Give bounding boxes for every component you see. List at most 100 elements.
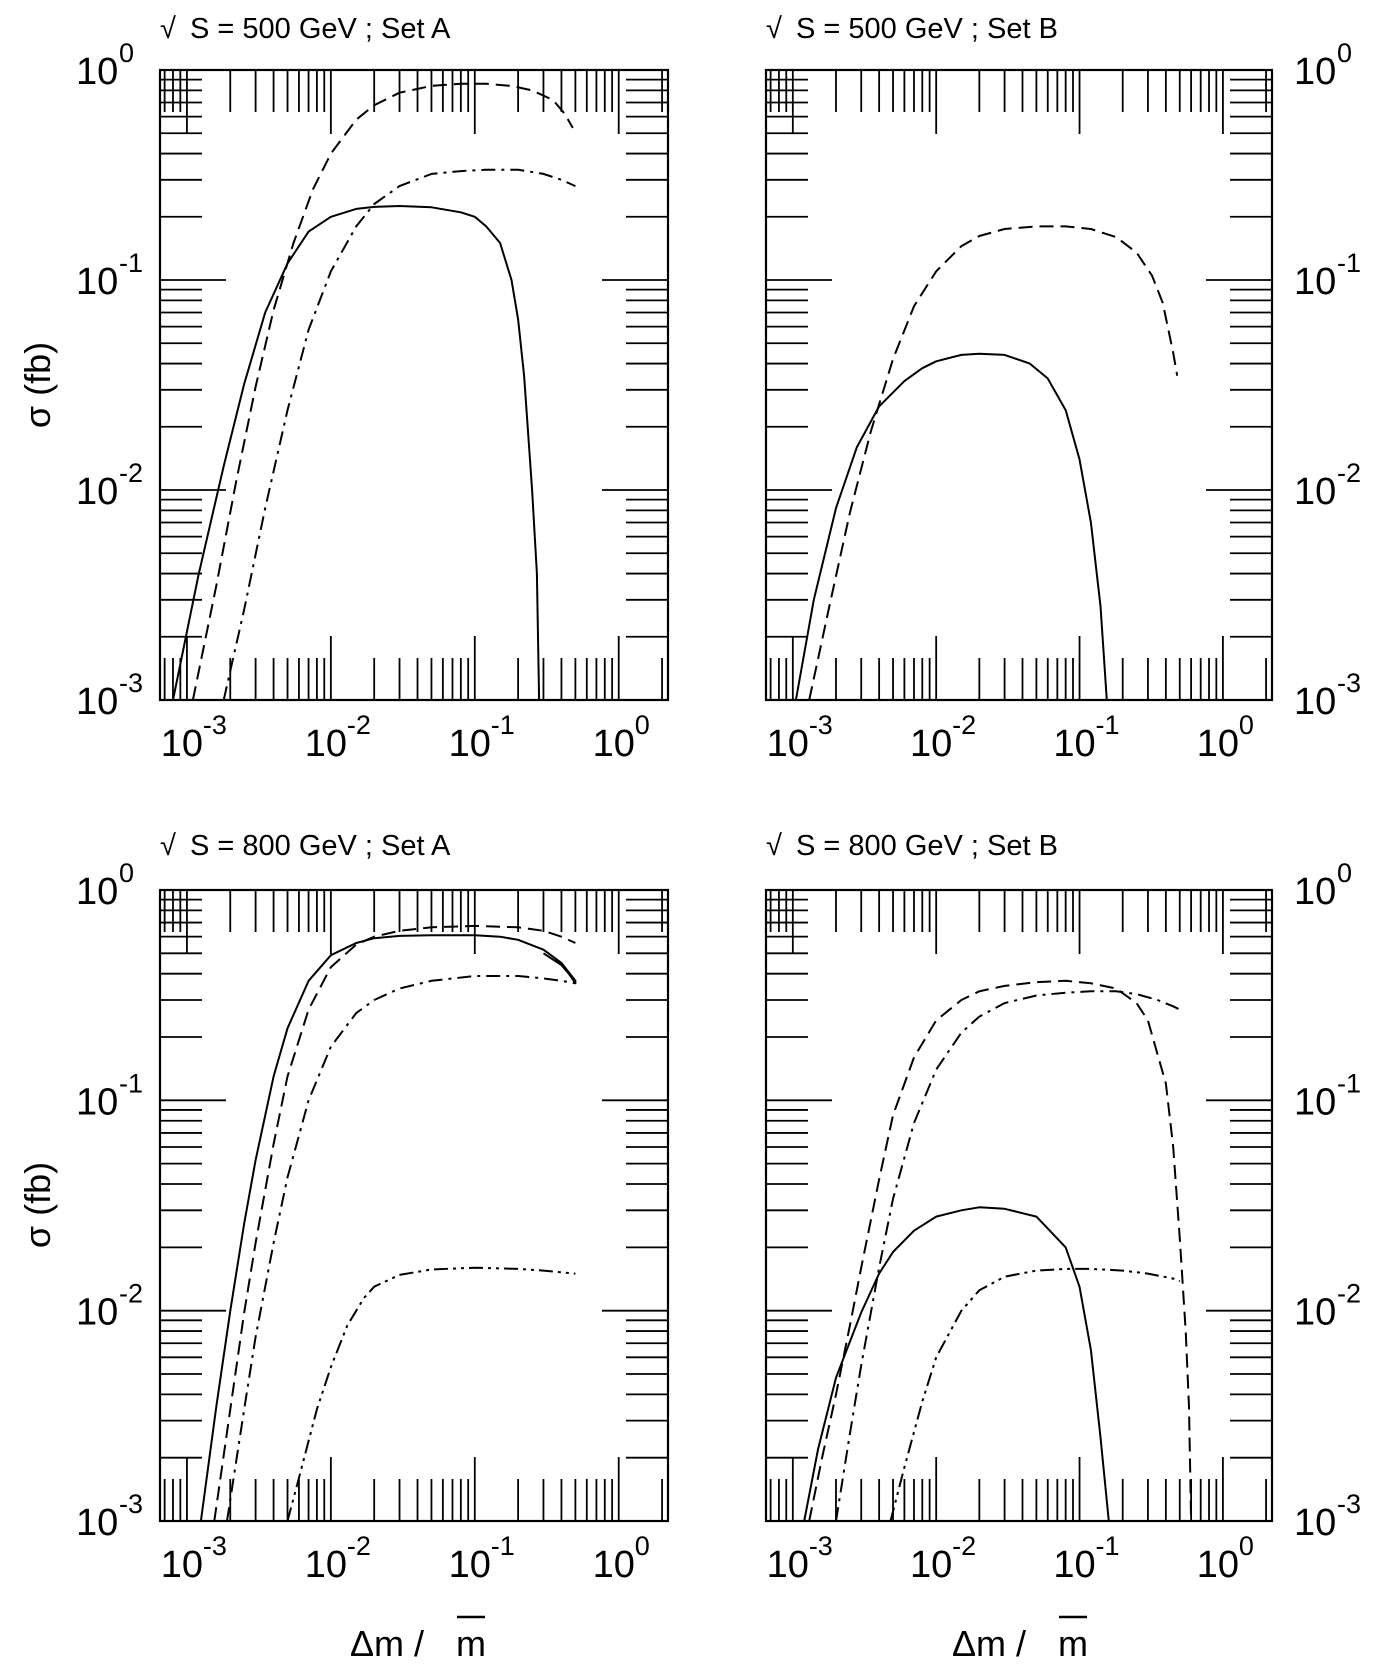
series-line-solid [199,934,577,1522]
x-axis-label-mbar: m [1058,1623,1088,1664]
x-tick-label: 10 [1053,1544,1095,1586]
x-tick-label-exponent: 0 [635,710,650,740]
panel-500gev-set-a: √ S = 500 GeV ; Set A 10 -3 10 -2 10 -1 10 010-… [76,13,670,765]
y-tick-label-exponent: 0 [1337,858,1352,888]
y-tick-label-exponent: -1 [119,248,143,278]
x-tick-label-exponent: -3 [203,710,227,740]
x-tick-label-exponent: -2 [952,710,976,740]
x-tick-label: 10 [161,1544,203,1586]
y-tick-label: 10 [1294,261,1336,303]
y-tick-label: 10 [76,1292,118,1334]
y-tick-label: 10 [1294,871,1336,913]
y-tick-label: 10 [1294,51,1336,93]
y-tick-label: 10 [1294,1081,1336,1123]
y-tick-label: 10 [76,471,118,513]
panel-800gev-set-a: √ S = 800 GeV ; Set A 10 -3 10 -2 10 -1 10 010-… [76,830,670,1586]
x-tick-label-exponent: -2 [952,1531,976,1561]
series-line-dashdotdot [286,1266,576,1522]
plot-area-500gev-set-a: 10 -3 10 -2 10 -1 10 010 -310 -210 -110 0 [76,38,670,765]
x-tick-label-exponent: -3 [203,1531,227,1561]
x-tick-label: 10 [767,723,809,765]
panel-title: S = 500 GeV ; Set B [796,13,1058,45]
x-tick-label: 10 [1197,723,1239,765]
x-tick-label: 10 [593,1544,635,1586]
x-tick-label-exponent: 0 [1239,1531,1254,1561]
x-tick-label: 10 [1197,1544,1239,1586]
x-tick-label-exponent: -1 [1096,1531,1120,1561]
x-tick-label: 10 [305,1544,347,1586]
y-tick-label: 10 [76,681,118,723]
y-tick-label-exponent: -3 [119,1489,143,1519]
x-axis-label-prefix: Δm / [952,1623,1026,1664]
y-tick-label-exponent: 0 [1337,38,1352,68]
y-tick-label-exponent: -1 [119,1068,143,1098]
x-tick-label-exponent: -2 [347,710,371,740]
y-tick-label-exponent: -3 [1337,1489,1361,1519]
series-line-dashdot [835,990,1181,1522]
x-tick-label: 10 [449,1544,491,1586]
panel-title: S = 800 GeV ; Set B [796,830,1058,862]
panel-title-root: √ [160,830,176,862]
plot-frame [158,888,670,1523]
y-tick-label-exponent: -2 [119,458,143,488]
panel-title-root: √ [766,13,782,45]
y-tick-label-exponent: -2 [119,1279,143,1309]
panel-title-root: √ [160,13,176,45]
panel-title: S = 800 GeV ; Set A [190,830,451,862]
series-line-solid [172,205,541,701]
plot-area-800gev-set-a: 10 -3 10 -2 10 -1 10 010 -310 -210 -110 0 [76,858,670,1586]
y-tick-label: 10 [1294,471,1336,513]
x-tick-label-exponent: -1 [491,1531,515,1561]
series-line-dashdot [222,168,576,701]
y-tick-label-exponent: 0 [119,38,134,68]
x-tick-label: 10 [305,723,347,765]
series-line-dashdotdot [889,1267,1181,1522]
series-line-dashdot [226,975,576,1522]
y-tick-label-exponent: -2 [1337,1279,1361,1309]
x-axis-label-mbar: m [456,1623,486,1664]
x-tick-label-exponent: -2 [347,1531,371,1561]
x-tick-label: 10 [1053,723,1095,765]
series-line-dashed [808,225,1179,701]
panel-500gev-set-b: √ S = 500 GeV ; Set B 10 -3 10 -2 10 -1 10 010-… [764,13,1361,765]
x-tick-label-exponent: -3 [809,1531,833,1561]
x-axis-label-right: Δm / m [952,1615,1088,1664]
y-tick-label-exponent: 0 [119,858,134,888]
plot-frame [158,68,670,702]
y-tick-label: 10 [1294,1292,1336,1334]
x-axis-label-left: Δm / m [350,1615,486,1664]
y-tick-label: 10 [1294,681,1336,723]
plot-area-500gev-set-b: 10 -3 10 -2 10 -1 10 010 -310 -210 -110 0 [764,38,1361,765]
x-tick-label-exponent: 0 [635,1531,650,1561]
x-tick-label-exponent: 0 [1239,710,1254,740]
panel-title-root: √ [766,830,782,862]
plot-frame [764,68,1274,702]
x-tick-label: 10 [767,1544,809,1586]
y-tick-label: 10 [76,1081,118,1123]
y-tick-label: 10 [76,261,118,303]
y-axis-label-bottom: σ (fb) [17,1162,58,1248]
y-tick-label-exponent: -3 [1337,668,1361,698]
x-tick-label-exponent: -1 [491,710,515,740]
x-tick-label-exponent: -1 [1096,710,1120,740]
series-line-dashed [213,924,576,1522]
y-tick-label: 10 [1294,1502,1336,1544]
x-tick-label: 10 [449,723,491,765]
y-tick-label: 10 [76,1502,118,1544]
y-tick-label: 10 [76,871,118,913]
plot-frame [764,888,1274,1523]
x-axis-label-prefix: Δm / [350,1623,424,1664]
x-tick-label: 10 [910,1544,952,1586]
series-line-solid [794,352,1108,701]
y-tick-label-exponent: -3 [119,668,143,698]
series-line-solid [803,1206,1110,1522]
y-tick-label-exponent: -1 [1337,248,1361,278]
y-tick-label-exponent: -2 [1337,458,1361,488]
x-tick-label: 10 [161,723,203,765]
plot-area-800gev-set-b: 10 -3 10 -2 10 -1 10 010 -310 -210 -110 0 [764,858,1361,1586]
panel-800gev-set-b: √ S = 800 GeV ; Set B 10 -3 10 -2 10 -1 10 010-… [764,830,1361,1586]
panel-title: S = 500 GeV ; Set A [190,13,451,45]
y-axis-label-top: σ (fb) [17,342,58,428]
y-tick-label-exponent: -1 [1337,1068,1361,1098]
